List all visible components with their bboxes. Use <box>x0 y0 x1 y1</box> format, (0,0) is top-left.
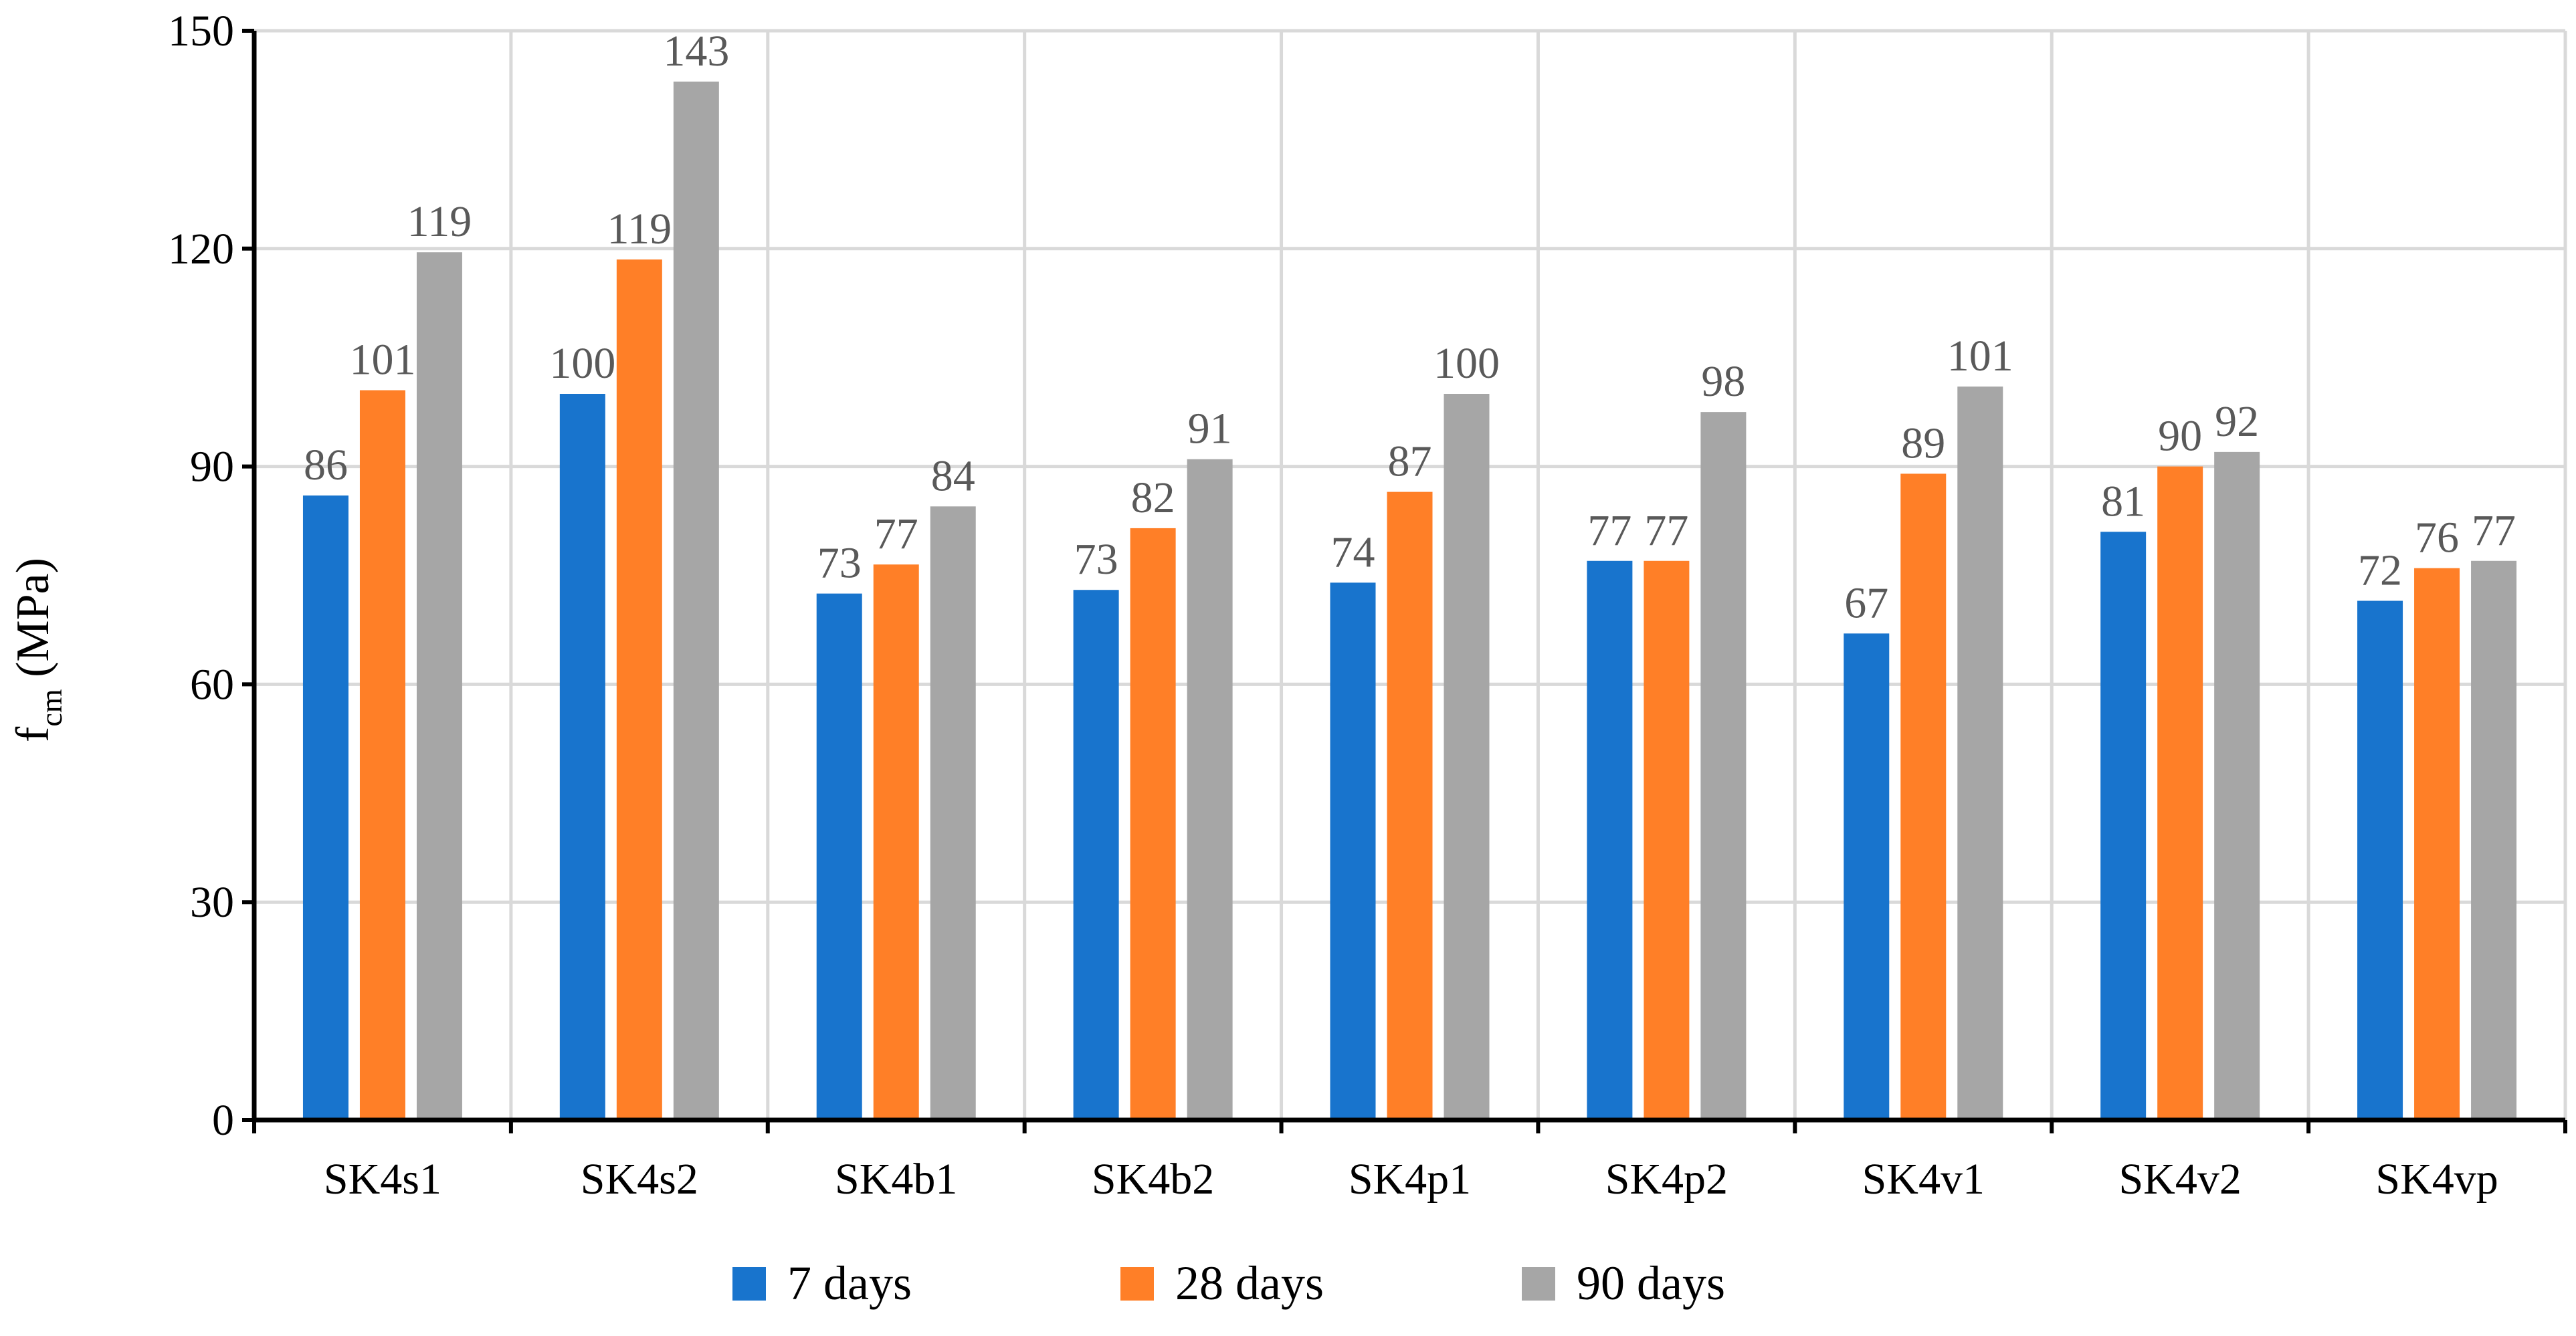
data-label: 67 <box>1844 578 1888 627</box>
bar <box>930 506 976 1120</box>
data-label: 81 <box>2101 477 2145 526</box>
data-label: 100 <box>549 339 615 388</box>
bar <box>1330 582 1376 1120</box>
y-tick-label: 30 <box>190 878 234 927</box>
data-label: 86 <box>304 441 348 489</box>
legend-swatch <box>1522 1267 1555 1301</box>
bar <box>1957 386 2003 1120</box>
bar <box>2357 600 2403 1120</box>
category-label: SK4p1 <box>1349 1155 1471 1204</box>
data-label: 84 <box>931 451 975 500</box>
bar <box>1444 394 1490 1120</box>
data-label: 82 <box>1131 473 1175 522</box>
bar <box>2157 466 2203 1120</box>
data-label: 73 <box>817 539 862 588</box>
bar <box>873 564 919 1120</box>
bar <box>1073 590 1119 1120</box>
bar <box>559 394 605 1120</box>
bars <box>302 82 2517 1121</box>
data-label: 74 <box>1331 528 1375 576</box>
bar <box>1587 560 1633 1120</box>
data-label: 77 <box>1587 506 1631 555</box>
data-label: 91 <box>1188 405 1232 453</box>
data-label: 77 <box>874 510 918 558</box>
data-label: 72 <box>2358 546 2402 595</box>
data-label: 90 <box>2158 412 2202 461</box>
data-label: 92 <box>2215 397 2259 446</box>
y-tick-label: 120 <box>168 225 234 273</box>
y-tick-label: 60 <box>190 660 234 709</box>
bar <box>1700 412 1747 1120</box>
bar <box>673 82 719 1120</box>
axes <box>242 29 2567 1133</box>
category-label: SK4v1 <box>1862 1155 1985 1204</box>
bar <box>1844 633 1890 1120</box>
bar <box>1387 491 1433 1120</box>
category-label: SK4v2 <box>2118 1155 2241 1204</box>
data-label: 87 <box>1388 437 1432 486</box>
data-label: 101 <box>349 336 415 384</box>
bar <box>2471 560 2517 1120</box>
bar <box>2414 568 2460 1120</box>
legend-label: 90 days <box>1577 1256 1725 1310</box>
bar <box>1187 459 1233 1120</box>
category-label: SK4b1 <box>835 1155 957 1204</box>
legend-label: 28 days <box>1175 1256 1324 1310</box>
data-label: 119 <box>607 205 672 253</box>
category-labels: SK4s1 SK4s2 SK4b1 SK4b2 SK4p1 SK4p2 SK4v1 SK4v2… <box>324 1155 2498 1204</box>
bar <box>1900 473 1947 1120</box>
legend: 7 days 28 days 90 days <box>732 1256 1725 1310</box>
legend-label: 7 days <box>787 1256 912 1310</box>
bar <box>616 259 662 1121</box>
bar <box>1644 560 1690 1120</box>
data-label: 76 <box>2415 514 2459 562</box>
bar <box>1130 528 1176 1120</box>
y-tick-labels: 0 30 60 90 120 150 <box>168 7 234 1145</box>
bar <box>359 390 405 1120</box>
bar <box>2100 532 2147 1120</box>
y-tick-label: 150 <box>168 7 234 55</box>
category-label: SK4s1 <box>324 1155 441 1204</box>
bar <box>416 252 462 1121</box>
data-label: 77 <box>1644 506 1688 555</box>
bar <box>2214 451 2260 1120</box>
category-label: SK4b2 <box>1092 1155 1214 1204</box>
bar <box>816 593 862 1120</box>
data-label: 100 <box>1433 339 1500 388</box>
category-label: SK4p2 <box>1605 1155 1728 1204</box>
y-tick-label: 90 <box>190 443 234 491</box>
data-label: 119 <box>407 197 472 246</box>
category-label: SK4s2 <box>581 1155 698 1204</box>
data-label: 101 <box>1947 332 2013 380</box>
data-label: 143 <box>663 27 729 76</box>
bar <box>302 495 349 1120</box>
legend-swatch <box>1120 1267 1154 1301</box>
category-label: SK4vp <box>2375 1155 2498 1204</box>
data-label: 77 <box>2472 506 2516 555</box>
data-label: 73 <box>1074 535 1118 584</box>
data-label: 89 <box>1901 419 1945 467</box>
legend-swatch <box>732 1267 766 1301</box>
y-axis-title: fcm (MPa) <box>7 558 68 742</box>
y-tick-label: 0 <box>212 1096 234 1145</box>
data-label: 98 <box>1701 357 1745 406</box>
